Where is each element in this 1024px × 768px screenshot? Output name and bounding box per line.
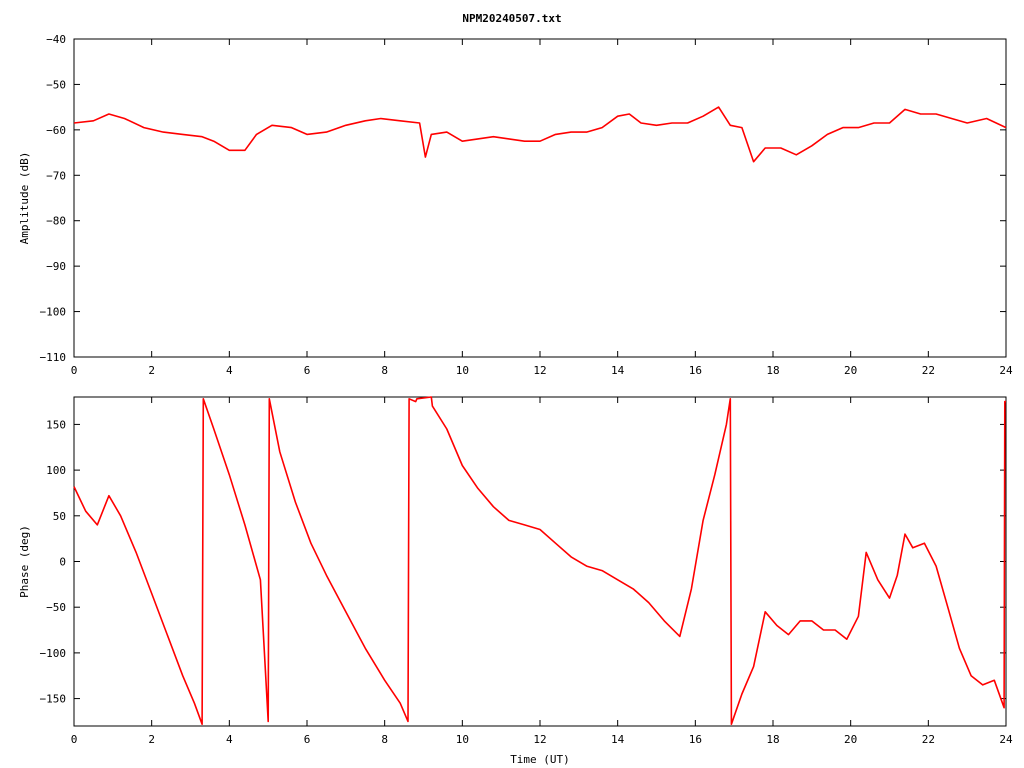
x-tick-label: 0 <box>71 733 78 746</box>
y-tick-label: −40 <box>46 33 66 46</box>
y-axis-label: Phase (deg) <box>18 525 31 598</box>
x-tick-label: 24 <box>999 364 1013 377</box>
y-tick-label: 50 <box>53 510 66 523</box>
y-tick-label: −80 <box>46 215 66 228</box>
chart-title: NPM20240507.txt <box>462 12 561 25</box>
x-tick-label: 8 <box>381 733 388 746</box>
x-tick-label: 12 <box>533 733 546 746</box>
y-tick-label: −100 <box>40 647 67 660</box>
x-tick-label: 20 <box>844 364 857 377</box>
plot-frame-2 <box>73 396 1007 727</box>
y-tick-label: −150 <box>40 693 67 706</box>
x-tick-label: 16 <box>689 733 702 746</box>
plot-frame-1 <box>73 38 1007 358</box>
y-tick-label: 0 <box>59 556 66 569</box>
y-tick-label: −90 <box>46 260 66 273</box>
x-tick-label: 18 <box>766 733 779 746</box>
y-tick-label: −70 <box>46 169 66 182</box>
x-tick-label: 22 <box>922 733 935 746</box>
x-tick-label: 14 <box>611 364 625 377</box>
x-tick-label: 4 <box>226 364 233 377</box>
y-tick-label: −60 <box>46 124 66 137</box>
x-axis-label: Time (UT) <box>510 753 570 766</box>
y-axis-label: Amplitude (dB) <box>18 152 31 245</box>
x-tick-label: 0 <box>71 364 78 377</box>
y-tick-label: −100 <box>40 306 67 319</box>
x-tick-label: 8 <box>381 364 388 377</box>
x-tick-label: 22 <box>922 364 935 377</box>
series-line-2-1 <box>73 396 1006 726</box>
x-tick-label: 6 <box>304 364 311 377</box>
x-tick-label: 4 <box>226 733 233 746</box>
x-tick-label: 2 <box>148 364 155 377</box>
series-line-1-1 <box>73 106 1007 163</box>
x-tick-label: 14 <box>611 733 625 746</box>
x-tick-label: 18 <box>766 364 779 377</box>
y-tick-label: −50 <box>46 601 66 614</box>
x-tick-label: 6 <box>304 733 311 746</box>
x-tick-label: 16 <box>689 364 702 377</box>
x-tick-label: 10 <box>456 364 469 377</box>
y-tick-label: −50 <box>46 78 66 91</box>
x-tick-label: 10 <box>456 733 469 746</box>
y-tick-label: −110 <box>40 351 67 364</box>
x-tick-label: 24 <box>999 733 1013 746</box>
x-tick-label: 20 <box>844 733 857 746</box>
y-tick-label: 100 <box>46 464 66 477</box>
y-tick-label: 150 <box>46 418 66 431</box>
x-tick-label: 12 <box>533 364 546 377</box>
x-tick-label: 2 <box>148 733 155 746</box>
